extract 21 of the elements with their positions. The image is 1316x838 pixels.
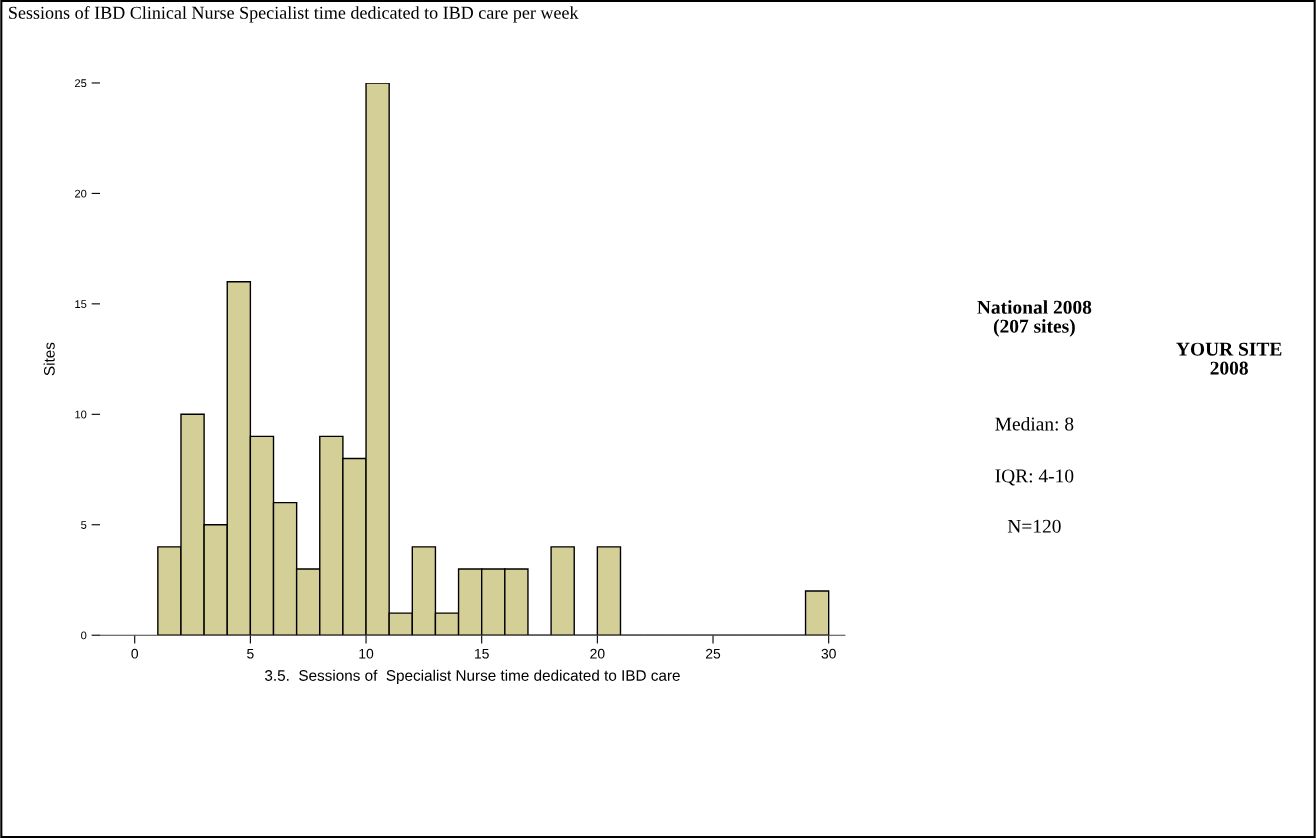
y-tick-label: 0: [81, 631, 87, 640]
y-tick-label: 10: [75, 410, 87, 419]
text: IQR: 4-10: [995, 469, 1074, 486]
y-axis-title: Sites: [43, 342, 55, 376]
x-tick-label: 15: [475, 648, 489, 659]
text: YOUR SITE 2008: [1176, 342, 1282, 375]
text: National 2008 (207 sites): [977, 300, 1092, 337]
x-tick-label: 25: [705, 648, 721, 659]
text: Median: 8: [995, 416, 1074, 431]
x-tick-label: 5: [247, 648, 254, 659]
x-tick-label: 20: [590, 648, 605, 659]
chart-title: Sessions of IBD Clinical Nurse Specialist time dedicated to IBD care per week: [9, 5, 579, 23]
x-tick-label: 10: [359, 648, 374, 659]
x-tick-label: 0: [131, 648, 139, 659]
y-tick-label: 20: [75, 189, 87, 198]
y-tick-label: 25: [75, 79, 87, 88]
text: N=120: [1007, 519, 1061, 533]
y-tick-label: 5: [81, 521, 87, 529]
y-tick-label: 15: [75, 300, 87, 308]
x-axis-title: 3.5. Sessions of Specialist Nurse time dedicated to IBD care: [264, 669, 680, 684]
x-tick-label: 30: [821, 648, 836, 659]
